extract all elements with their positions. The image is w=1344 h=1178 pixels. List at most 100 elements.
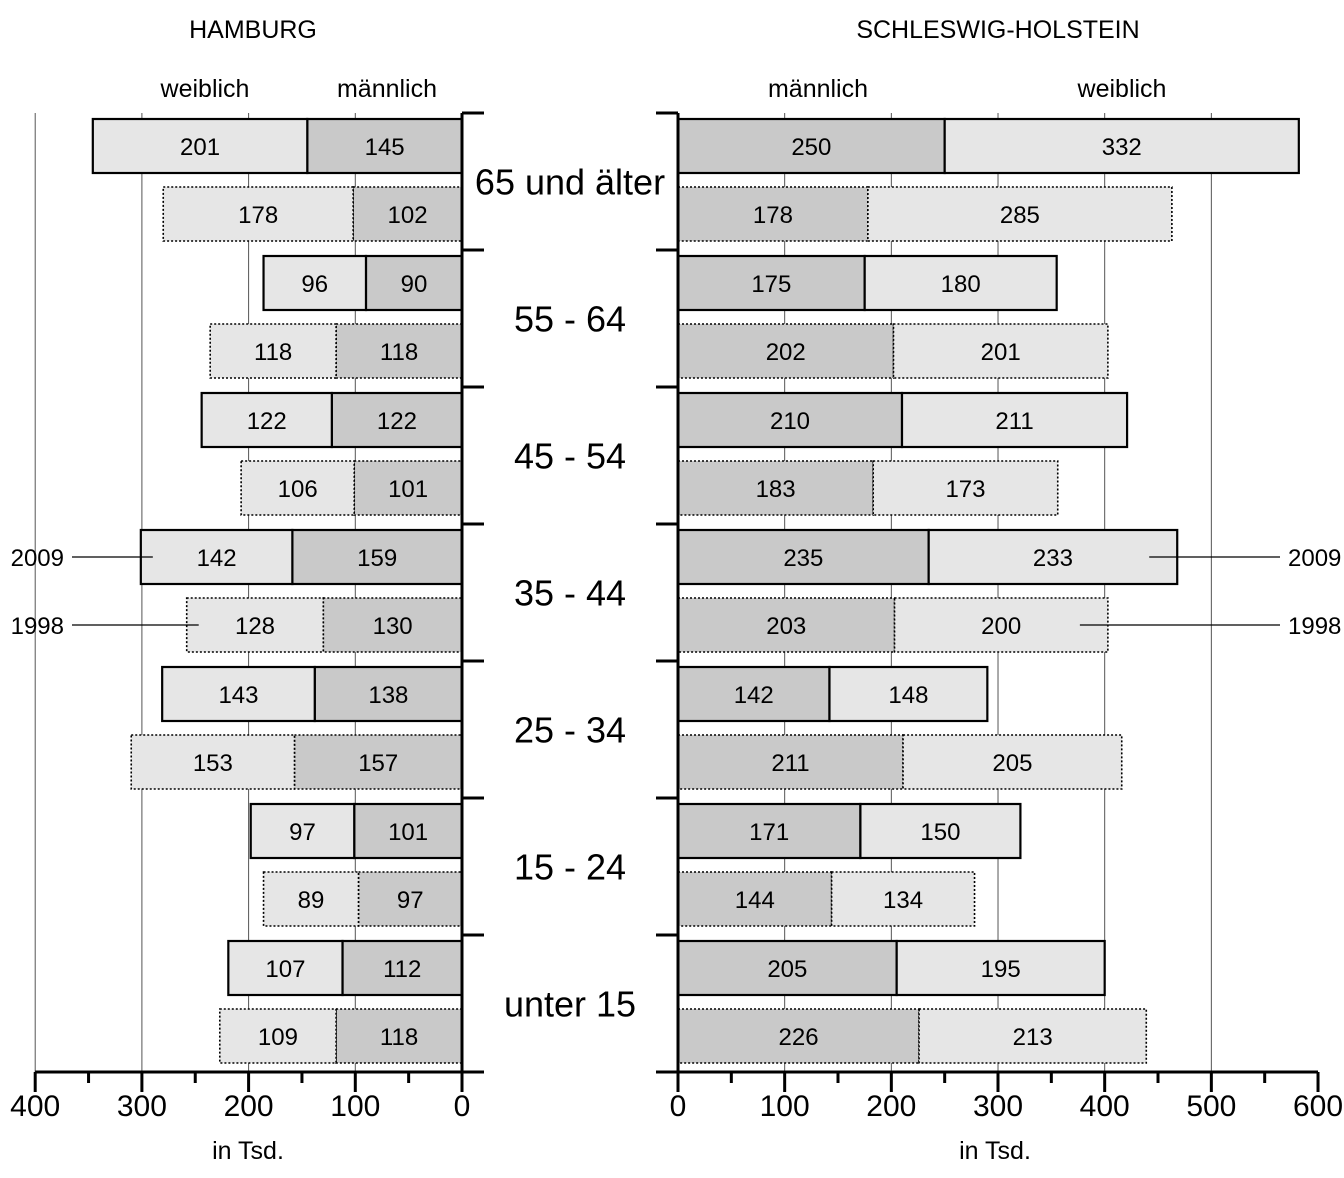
schleswig-holstein-value-label-maennlich: 144 bbox=[735, 887, 775, 914]
schleswig-holstein-value-label-maennlich: 211 bbox=[771, 750, 809, 777]
hamburg-bar-maennlich-1998 bbox=[322, 597, 463, 653]
hamburg-value-label-maennlich: 157 bbox=[358, 750, 398, 777]
age-group-label: 15 - 24 bbox=[514, 847, 626, 888]
schleswig-holstein-year-label: 2009 bbox=[1288, 545, 1341, 572]
age-group-label: 55 - 64 bbox=[514, 299, 626, 340]
hamburg-bar-weiblich-2009 bbox=[262, 254, 368, 312]
hamburg-bar-weiblich-2009 bbox=[91, 117, 309, 175]
hamburg-value-label-maennlich: 122 bbox=[377, 408, 417, 435]
schleswig-holstein-value-label-weiblich: 213 bbox=[1013, 1024, 1053, 1051]
schleswig-holstein-value-label-weiblich: 200 bbox=[981, 613, 1021, 640]
hamburg-x-tick-label: 100 bbox=[330, 1090, 380, 1123]
schleswig-holstein-value-label-weiblich: 180 bbox=[941, 271, 981, 298]
schleswig-holstein-bar-maennlich-2009 bbox=[676, 528, 930, 586]
hamburg-year-label: 2009 bbox=[11, 545, 64, 572]
schleswig-holstein-x-tick-label: 200 bbox=[866, 1090, 916, 1123]
hamburg-value-label-weiblich: 122 bbox=[247, 408, 287, 435]
hamburg-value-label-weiblich: 96 bbox=[301, 271, 328, 298]
age-group-label: unter 15 bbox=[504, 984, 636, 1025]
schleswig-holstein-bar-weiblich-1998 bbox=[830, 871, 976, 927]
schleswig-holstein-value-label-maennlich: 210 bbox=[770, 408, 810, 435]
hamburg-bar-maennlich-2009 bbox=[330, 391, 464, 449]
schleswig-holstein-bar-weiblich-2009 bbox=[859, 802, 1022, 860]
hamburg-bar-maennlich-2009 bbox=[353, 802, 464, 860]
schleswig-holstein-value-label-maennlich: 183 bbox=[756, 476, 796, 503]
schleswig-holstein-year-label: 1998 bbox=[1288, 613, 1341, 640]
schleswig-holstein-x-tick-label: 100 bbox=[760, 1090, 810, 1123]
schleswig-holstein-value-label-maennlich: 235 bbox=[783, 545, 823, 572]
label-layer: HAMBURG weiblich männlich 400 300 200 100 0 in T… bbox=[10, 16, 1343, 1165]
hamburg-bar-weiblich-1998 bbox=[240, 460, 356, 516]
schleswig-holstein-bar-weiblich-1998 bbox=[918, 1008, 1148, 1064]
hamburg-bar-maennlich-1998 bbox=[357, 871, 463, 927]
hamburg-bar-maennlich-1998 bbox=[352, 186, 463, 242]
hamburg-value-label-weiblich: 109 bbox=[258, 1024, 298, 1051]
schleswig-holstein-value-label-weiblich: 148 bbox=[888, 682, 928, 709]
schleswig-holstein-value-label-maennlich: 203 bbox=[766, 613, 806, 640]
hamburg-label-weiblich: weiblich bbox=[160, 75, 250, 103]
hamburg-bar-maennlich-1998 bbox=[353, 460, 463, 516]
schleswig-holstein-value-label-weiblich: 201 bbox=[981, 339, 1021, 366]
schleswig-holstein-bar-weiblich-2009 bbox=[900, 391, 1129, 449]
schleswig-holstein-bar-maennlich-1998 bbox=[677, 734, 904, 790]
hamburg-bar-weiblich-1998 bbox=[185, 597, 325, 653]
schleswig-holstein-value-label-weiblich: 211 bbox=[995, 408, 1033, 435]
hamburg-bar-maennlich-2009 bbox=[364, 254, 464, 312]
hamburg-value-label-weiblich: 107 bbox=[265, 956, 305, 983]
schleswig-holstein-label-maennlich: männlich bbox=[768, 75, 868, 103]
age-group-label: 35 - 44 bbox=[514, 573, 626, 614]
schleswig-holstein-bar-maennlich-2009 bbox=[676, 802, 862, 860]
age-group-label: 25 - 34 bbox=[514, 710, 626, 751]
hamburg-value-label-maennlich: 101 bbox=[388, 476, 428, 503]
hamburg-value-label-maennlich: 112 bbox=[383, 956, 421, 983]
hamburg-bar-weiblich-1998 bbox=[218, 1008, 337, 1064]
hamburg-value-label-maennlich: 138 bbox=[368, 682, 408, 709]
schleswig-holstein-label-weiblich: weiblich bbox=[1077, 75, 1167, 103]
schleswig-holstein-bar-weiblich-1998 bbox=[867, 186, 1173, 242]
schleswig-holstein-value-label-maennlich: 178 bbox=[753, 202, 793, 229]
hamburg-value-label-maennlich: 118 bbox=[380, 1024, 418, 1051]
schleswig-holstein-bar-weiblich-1998 bbox=[892, 323, 1109, 379]
schleswig-holstein-value-label-weiblich: 134 bbox=[883, 887, 923, 914]
hamburg-title: HAMBURG bbox=[189, 16, 317, 44]
age-group-label: 45 - 54 bbox=[514, 436, 626, 477]
hamburg-x-tick-label: 400 bbox=[10, 1090, 60, 1123]
hamburg-value-label-maennlich: 159 bbox=[357, 545, 397, 572]
schleswig-holstein-x-tick-label: 400 bbox=[1080, 1090, 1130, 1123]
schleswig-holstein-value-label-weiblich: 332 bbox=[1102, 134, 1142, 161]
hamburg-label-maennlich: männlich bbox=[337, 75, 437, 103]
schleswig-holstein-value-label-maennlich: 205 bbox=[767, 956, 807, 983]
schleswig-holstein-bar-weiblich-2009 bbox=[927, 528, 1179, 586]
schleswig-holstein-bar-maennlich-1998 bbox=[677, 323, 895, 379]
hamburg-value-label-weiblich: 89 bbox=[298, 887, 325, 914]
hamburg-value-label-maennlich: 130 bbox=[373, 613, 413, 640]
hamburg-value-label-maennlich: 101 bbox=[388, 819, 428, 846]
hamburg-value-label-weiblich: 201 bbox=[180, 134, 220, 161]
hamburg-bar-weiblich-1998 bbox=[262, 871, 360, 927]
schleswig-holstein-x-tick-label: 500 bbox=[1186, 1090, 1236, 1123]
hamburg-x-tick-label: 0 bbox=[454, 1090, 471, 1123]
schleswig-holstein-bar-maennlich-2009 bbox=[676, 939, 898, 997]
schleswig-holstein-bar-weiblich-1998 bbox=[902, 734, 1123, 790]
schleswig-holstein-x-tick-label: 600 bbox=[1293, 1090, 1343, 1123]
schleswig-holstein-bar-weiblich-2009 bbox=[828, 665, 989, 723]
hamburg-value-label-maennlich: 97 bbox=[397, 887, 424, 914]
schleswig-holstein-x-axis-label: in Tsd. bbox=[959, 1137, 1031, 1165]
schleswig-holstein-x-tick-label: 300 bbox=[973, 1090, 1023, 1123]
schleswig-holstein-bar-maennlich-1998 bbox=[677, 460, 875, 516]
hamburg-year-label: 1998 bbox=[11, 613, 64, 640]
hamburg-value-label-weiblich: 142 bbox=[197, 545, 237, 572]
schleswig-holstein-bar-maennlich-1998 bbox=[677, 1008, 920, 1064]
schleswig-holstein-bar-maennlich-1998 bbox=[677, 597, 896, 653]
schleswig-holstein-value-label-maennlich: 142 bbox=[734, 682, 774, 709]
schleswig-holstein-value-label-maennlich: 171 bbox=[749, 819, 789, 846]
bar-layer bbox=[91, 117, 1300, 1064]
hamburg-value-label-weiblich: 178 bbox=[238, 202, 278, 229]
hamburg-value-label-weiblich: 128 bbox=[235, 613, 275, 640]
schleswig-holstein-bar-weiblich-2009 bbox=[895, 939, 1106, 997]
hamburg-x-axis-label: in Tsd. bbox=[212, 1137, 284, 1165]
schleswig-holstein-value-label-maennlich: 250 bbox=[791, 134, 831, 161]
hamburg-bar-maennlich-2009 bbox=[313, 665, 464, 723]
hamburg-bar-weiblich-2009 bbox=[200, 391, 333, 449]
schleswig-holstein-value-label-maennlich: 202 bbox=[766, 339, 806, 366]
